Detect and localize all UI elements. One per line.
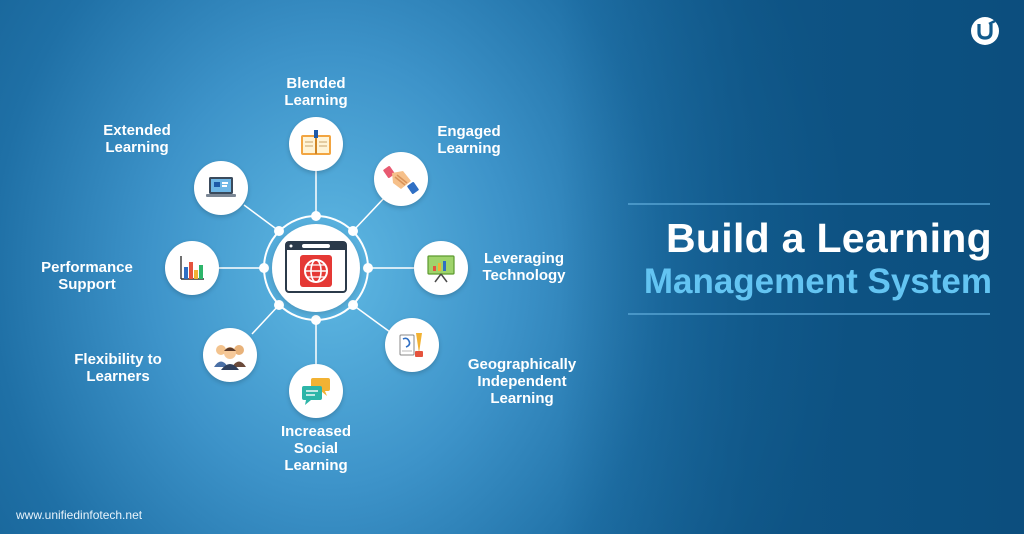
junction-dot [259, 263, 269, 273]
node-blended-learning [289, 117, 343, 171]
junction-dot [274, 300, 284, 310]
node-flexibility-to-learners [203, 328, 257, 382]
label-blended-learning: Blended Learning [284, 75, 348, 109]
junction-dot [311, 315, 321, 325]
brand-u-icon [971, 17, 999, 45]
label-engaged-learning: Engaged Learning [437, 123, 501, 157]
hub-circle [272, 224, 360, 312]
connector-flexibility [251, 304, 280, 335]
handshake-icon [383, 166, 419, 194]
label-leveraging-technology: Leveraging Technology [482, 250, 566, 284]
junction-dot [363, 263, 373, 273]
label-increased-social-learning: Increased Social Learning [280, 423, 352, 474]
website-url: www.unifiedinfotech.net [16, 508, 143, 522]
headline-line-2: Management System [643, 262, 992, 301]
label-extended-learning: Extended Learning [103, 122, 171, 156]
presentation-board-icon [427, 255, 455, 283]
headline-top-rule [628, 203, 990, 205]
junction-dot [311, 211, 321, 221]
node-geographically-independent-learning [385, 318, 439, 372]
connector-geographically [352, 304, 391, 333]
connector-extended [243, 204, 280, 232]
chat-bubbles-icon [302, 378, 330, 405]
junction-dot [348, 226, 358, 236]
node-performance-support [165, 241, 219, 295]
laptop-icon [206, 177, 236, 197]
node-leveraging-technology [414, 241, 468, 295]
label-performance-support: Performance Support [41, 259, 133, 293]
node-extended-learning [194, 161, 248, 215]
junction-dot [274, 226, 284, 236]
node-engaged-learning [374, 152, 428, 206]
junction-dot [348, 300, 358, 310]
headline-bottom-rule [628, 313, 990, 315]
label-flexibility-to-learners: Flexibility to Learners [74, 351, 162, 385]
book-icon [301, 130, 331, 155]
writing-tools-icon [399, 333, 423, 357]
node-increased-social-learning [289, 364, 343, 418]
connector-engaged [352, 195, 387, 232]
browser-globe-icon [285, 241, 347, 293]
bar-chart-icon [180, 256, 204, 280]
people-group-icon [214, 345, 246, 370]
label-geographically-independent-learning: Geographically Independent Learning [467, 356, 577, 407]
headline-line-1: Build a Learning [666, 215, 992, 261]
